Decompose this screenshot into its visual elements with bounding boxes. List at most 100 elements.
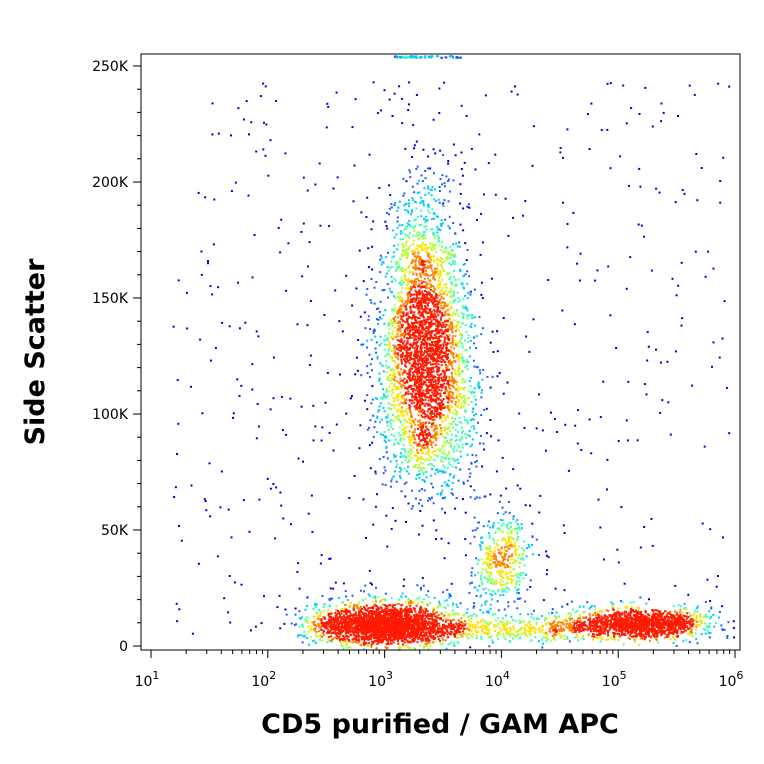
data-point (506, 532, 509, 535)
data-point (530, 616, 533, 619)
data-point (622, 643, 625, 646)
data-point (584, 624, 587, 627)
data-point (394, 404, 397, 407)
data-point (501, 519, 504, 522)
data-point (457, 329, 460, 332)
data-point (408, 434, 411, 437)
data-point (489, 386, 492, 389)
data-point (468, 435, 471, 438)
data-point (367, 247, 370, 250)
data-point (376, 431, 378, 434)
data-point (695, 607, 698, 610)
data-point (416, 474, 419, 476)
data-point (319, 638, 321, 641)
data-point (373, 328, 376, 331)
data-point (418, 56, 421, 59)
data-point (717, 616, 720, 619)
data-point (396, 248, 399, 251)
data-point (452, 352, 455, 355)
data-point (388, 207, 391, 210)
data-point (412, 364, 414, 367)
data-point (439, 417, 442, 420)
data-point (480, 638, 483, 641)
data-point (412, 281, 415, 284)
data-point (449, 400, 452, 403)
data-point (419, 448, 422, 451)
data-point (458, 399, 461, 402)
data-point (411, 197, 414, 200)
data-point (474, 574, 477, 577)
data-point (460, 437, 463, 440)
data-point (420, 261, 423, 264)
data-point (437, 398, 440, 401)
data-point (702, 628, 705, 631)
data-point (553, 633, 556, 636)
data-point (365, 537, 367, 539)
data-point (322, 632, 324, 635)
data-point (404, 287, 407, 290)
data-point (450, 632, 453, 635)
data-point (373, 302, 376, 305)
data-point (368, 595, 371, 598)
data-point (451, 355, 454, 358)
data-point (451, 385, 454, 388)
data-point (704, 613, 707, 616)
data-point (447, 382, 450, 385)
data-point (400, 291, 403, 294)
data-point (513, 544, 516, 547)
data-point (455, 373, 458, 376)
data-point (418, 263, 421, 266)
data-point (481, 571, 484, 574)
data-point (434, 288, 437, 291)
data-point (516, 580, 519, 583)
data-point (447, 409, 450, 411)
data-point (418, 237, 421, 240)
data-point (445, 349, 448, 352)
data-point (312, 640, 315, 642)
data-point (335, 423, 338, 426)
data-point (404, 253, 407, 256)
data-point (470, 620, 473, 623)
data-point (324, 401, 327, 404)
data-point (441, 383, 444, 386)
data-point (345, 274, 348, 277)
data-point (349, 397, 352, 400)
data-point (451, 327, 454, 330)
data-point (473, 414, 475, 417)
data-point (320, 611, 323, 613)
data-point (443, 600, 446, 603)
data-point (385, 416, 388, 419)
data-point (404, 419, 407, 422)
data-point (500, 524, 503, 527)
data-point (584, 610, 587, 613)
data-point (416, 182, 419, 185)
data-point (362, 642, 365, 644)
data-point (334, 612, 337, 614)
data-point (402, 437, 405, 440)
data-point (533, 627, 536, 630)
data-point (483, 576, 486, 579)
data-point (468, 313, 471, 316)
data-point (451, 422, 454, 425)
data-point (715, 585, 718, 588)
data-point (386, 227, 389, 230)
data-point (397, 320, 400, 323)
data-point (399, 232, 402, 235)
data-point (463, 275, 465, 278)
data-point (655, 348, 657, 351)
data-point (618, 635, 621, 638)
data-point (571, 617, 573, 620)
data-point (431, 218, 433, 221)
data-point (322, 621, 325, 624)
data-point (491, 598, 494, 601)
data-point (397, 316, 399, 319)
data-point (424, 447, 427, 450)
data-point (385, 387, 388, 390)
data-point (648, 598, 650, 601)
data-point (178, 525, 180, 527)
data-point (434, 615, 437, 618)
data-point (419, 273, 422, 276)
data-point (444, 363, 447, 366)
data-point (436, 311, 439, 314)
data-point (237, 107, 240, 110)
